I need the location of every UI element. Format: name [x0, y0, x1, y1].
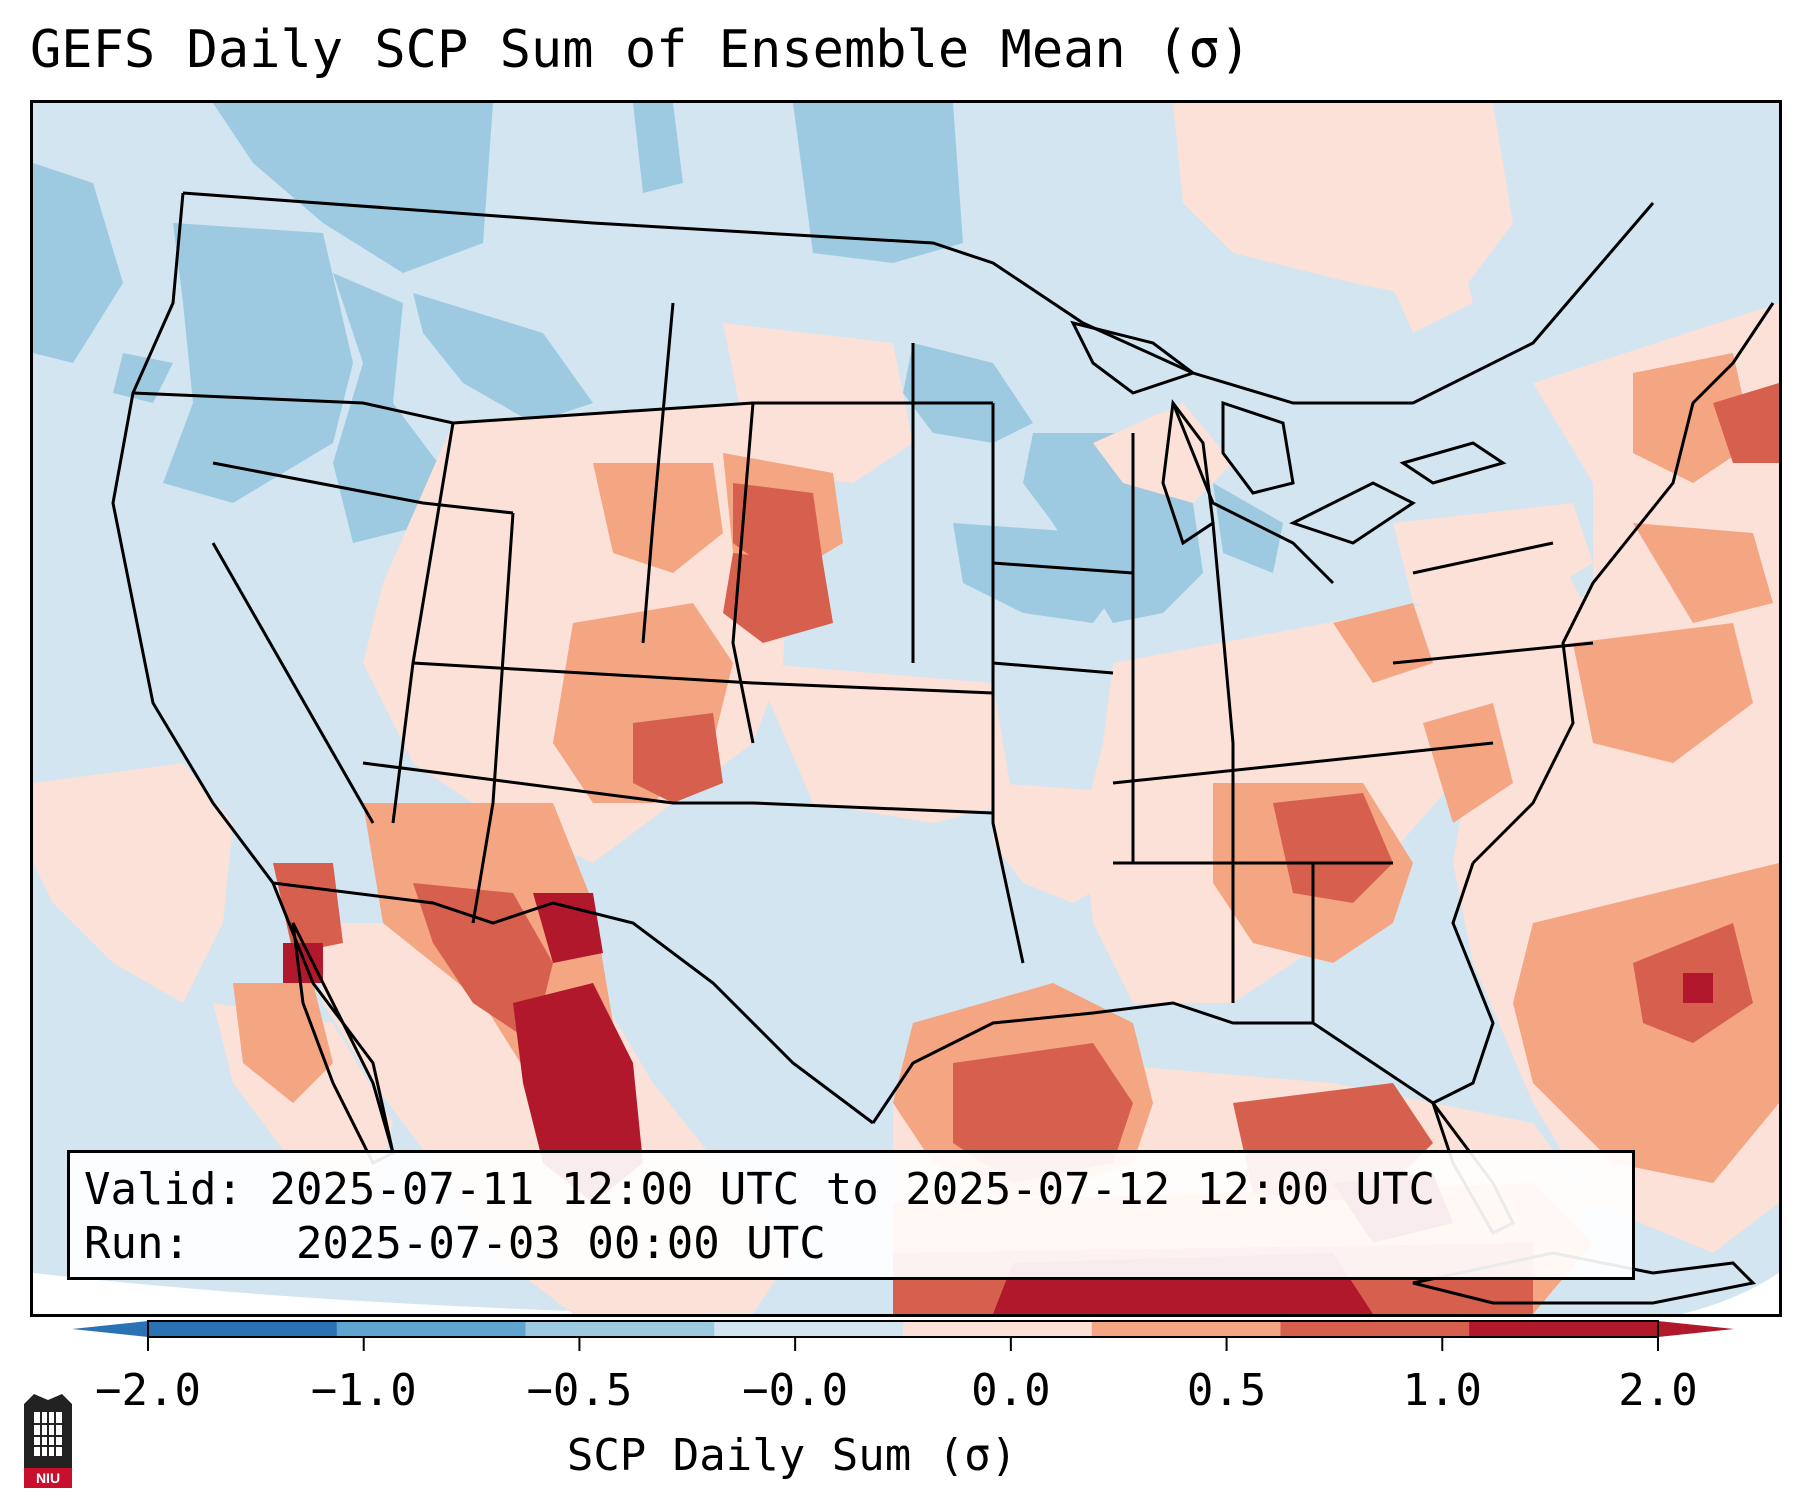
- map-panel: [30, 100, 1782, 1317]
- colorbar-segment: [525, 1321, 715, 1337]
- valid-value: 2025-07-11 12:00 UTC to 2025-07-12 12:00…: [269, 1164, 1436, 1215]
- chart-title: GEFS Daily SCP Sum of Ensemble Mean (σ): [30, 20, 1251, 80]
- projection-edge-left: [33, 1273, 687, 1314]
- colorbar-tick-label: 0.0: [971, 1365, 1051, 1416]
- boundaries: [111, 191, 1775, 1305]
- colorbar-tick-label: −0.5: [526, 1365, 633, 1416]
- projection-edge-right: [1681, 1273, 1779, 1314]
- valid-run-box: Valid: 2025-07-11 12:00 UTC to 2025-07-1…: [67, 1150, 1635, 1280]
- colorbar-segment: [903, 1321, 1093, 1337]
- colorbar-tick-label: −1.0: [310, 1365, 417, 1416]
- colorbar-tick-label: 1.0: [1402, 1365, 1483, 1416]
- colorbar-ticks: [147, 1337, 1659, 1351]
- colorbar-tick-label: −2.0: [95, 1365, 201, 1416]
- colorbar-tick-label: 2.0: [1618, 1365, 1698, 1416]
- negative-anomaly-patches: [33, 103, 1283, 623]
- colorbar-segment: [714, 1321, 904, 1337]
- colorbar-tick-label: 0.5: [1186, 1365, 1267, 1416]
- colorbar-title: SCP Daily Sum (σ): [566, 1430, 1018, 1481]
- valid-label: Valid:: [84, 1164, 243, 1215]
- colorbar-segment: [148, 1321, 338, 1337]
- colorbar-outline: [147, 1320, 1659, 1338]
- colorbar-segments: [148, 1321, 1659, 1337]
- colorbar-tick-label: −0.0: [742, 1365, 849, 1416]
- colorbar-segment: [1469, 1321, 1659, 1337]
- logo-text: NIU: [36, 1470, 60, 1486]
- niu-logo: NIU: [24, 1394, 72, 1488]
- map-svg: [33, 103, 1779, 1314]
- colorbar-left-extend: [72, 1321, 148, 1337]
- colorbar-right-extend: [1658, 1321, 1734, 1337]
- colorbar-segment: [1280, 1321, 1470, 1337]
- colorbar-segment: [336, 1321, 526, 1337]
- colorbar-segment: [1091, 1321, 1281, 1337]
- run-value: 2025-07-03 00:00 UTC: [295, 1218, 826, 1269]
- run-label: Run:: [84, 1218, 190, 1269]
